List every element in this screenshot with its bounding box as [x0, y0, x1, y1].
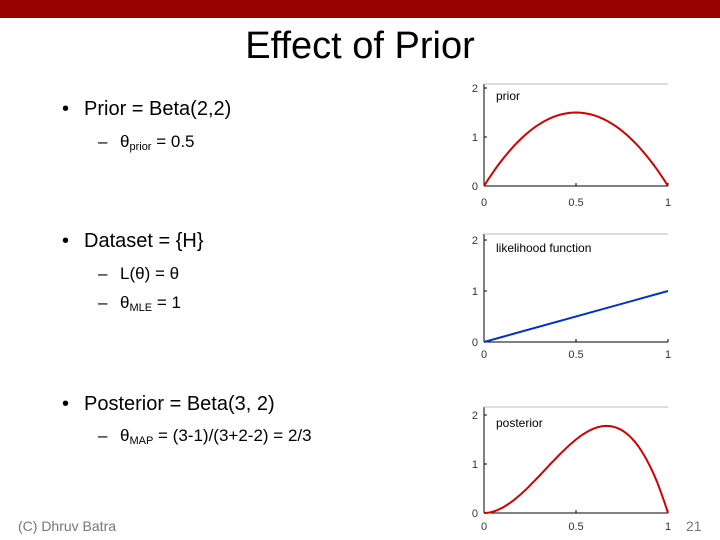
theta-symbol: θ: [120, 132, 130, 151]
page-number: 21: [686, 518, 702, 534]
theta-subscript: prior: [129, 141, 152, 153]
theta-value: = 0.5: [151, 132, 195, 151]
x-tick-label: 0.5: [568, 349, 583, 361]
x-tick-label: 0: [481, 349, 487, 361]
y-tick-label: 1: [472, 286, 478, 298]
sub-bullet-likelihood: – L(θ) = θ: [98, 263, 179, 285]
theta-subscript: MAP: [129, 435, 154, 447]
theta-value: = (3-1)/(3+2-2) = 2/3: [153, 426, 312, 445]
bullet-prior: • Prior = Beta(2,2): [62, 97, 231, 121]
sub-bullet-dash: –: [98, 426, 108, 445]
bullet-posterior: • Posterior = Beta(3, 2): [62, 392, 275, 416]
posterior-plot: 0 1 2 0 0.5 1 posterior: [472, 406, 671, 533]
x-tick-label: 0.5: [568, 521, 583, 533]
prior-plot: 0 1 2 0 0.5 1 prior: [472, 83, 671, 209]
likelihood-text: L(θ) = θ: [120, 264, 180, 283]
y-tick-label: 0: [472, 337, 478, 349]
x-tick-label: 1: [665, 521, 671, 533]
y-tick-label: 2: [472, 410, 478, 422]
bullet-dataset-text: Dataset = {H}: [84, 230, 204, 252]
bullet-dot: •: [62, 393, 70, 415]
x-tick-label: 1: [665, 197, 671, 209]
bullet-prior-text: Prior = Beta(2,2): [84, 98, 232, 120]
x-tick-label: 0: [481, 197, 487, 209]
y-tick-label: 0: [472, 508, 478, 520]
y-tick-label: 0: [472, 181, 478, 193]
theta-symbol: θ: [120, 426, 130, 445]
y-tick-label: 2: [472, 83, 478, 95]
x-tick-label: 0.5: [568, 197, 583, 209]
title-accent-bar: [0, 0, 720, 18]
sub-bullet-dash: –: [98, 293, 108, 312]
series-line: [483, 290, 669, 343]
theta-subscript: MLE: [129, 302, 153, 314]
footer-author: (C) Dhruv Batra: [18, 518, 117, 534]
sub-bullet-theta-prior: – θprior = 0.5: [98, 131, 195, 158]
theta-symbol: θ: [120, 293, 130, 312]
x-tick-label: 0: [481, 521, 487, 533]
series-line: [483, 111, 669, 187]
sub-bullet-theta-map: – θMAP = (3-1)/(3+2-2) = 2/3: [98, 425, 312, 452]
likelihood-plot: 0 1 2 0 0.5 1 likelihood function: [472, 233, 671, 361]
bullet-dot: •: [62, 98, 70, 120]
sub-bullet-dash: –: [98, 264, 108, 283]
sub-bullet-dash: –: [98, 132, 108, 151]
plot-annotation: prior: [496, 89, 520, 103]
y-tick-label: 1: [472, 132, 478, 144]
theta-value: = 1: [152, 293, 181, 312]
sub-bullet-theta-mle: – θMLE = 1: [98, 292, 181, 319]
series-line: [483, 424, 669, 514]
bullet-dataset: • Dataset = {H}: [62, 229, 204, 253]
bullet-posterior-text: Posterior = Beta(3, 2): [84, 393, 275, 415]
plot-annotation: likelihood function: [496, 241, 591, 255]
slide-title: Effect of Prior: [245, 25, 475, 67]
bullet-dot: •: [62, 230, 70, 252]
x-tick-label: 1: [665, 349, 671, 361]
y-tick-label: 1: [472, 459, 478, 471]
y-tick-label: 2: [472, 235, 478, 247]
plot-annotation: posterior: [496, 416, 543, 430]
